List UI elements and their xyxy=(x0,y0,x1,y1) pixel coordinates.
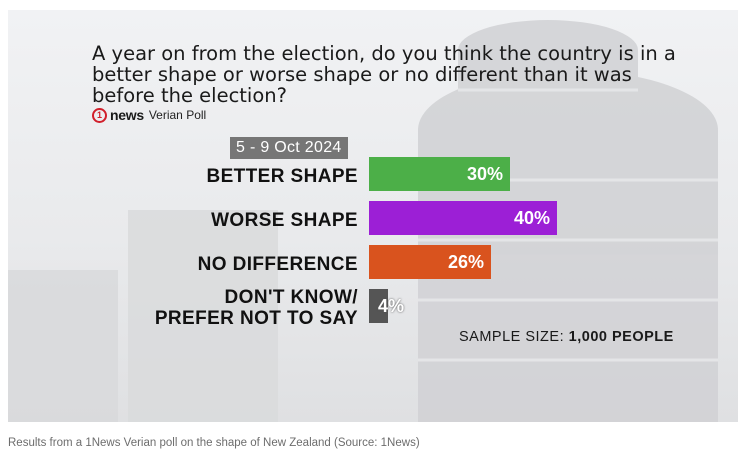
image-caption: Results from a 1News Verian poll on the … xyxy=(8,437,420,449)
category-label-line: BETTER SHAPE xyxy=(206,165,358,187)
bar: 26% xyxy=(369,245,491,279)
brand-logo: 1 news Verian Poll xyxy=(92,107,206,123)
bar-value-label: 30% xyxy=(466,163,503,184)
background-building-image xyxy=(8,20,718,422)
bar: 40% xyxy=(369,201,557,235)
sample-size-annotation: SAMPLE SIZE: 1,000 PEOPLE xyxy=(459,329,674,345)
category-label: NO DIFFERENCE xyxy=(198,254,358,275)
category-label-line: DON'T KNOW/ xyxy=(224,287,358,308)
bar: 30% xyxy=(369,157,510,191)
sample-size-value: 1,000 PEOPLE xyxy=(568,329,674,345)
category-label-line: WORSE SHAPE xyxy=(211,209,358,231)
chart-title: A year on from the election, do you thin… xyxy=(92,42,676,107)
brand-logo-news: news xyxy=(110,107,144,123)
category-label: WORSE SHAPE xyxy=(211,210,358,231)
bar: 4% xyxy=(369,289,404,323)
bar-value-label: 4% xyxy=(377,295,404,316)
bar-value-label: 26% xyxy=(447,251,484,272)
category-label: DON'T KNOW/PREFER NOT TO SAY xyxy=(155,287,358,329)
category-label-line: PREFER NOT TO SAY xyxy=(154,308,358,329)
category-label-line: NO DIFFERENCE xyxy=(197,253,358,275)
category-label: BETTER SHAPE xyxy=(206,166,358,187)
bar-value-label: 40% xyxy=(513,207,550,228)
brand-logo-one-icon: 1 xyxy=(92,107,107,123)
chart-panel: A year on from the election, do you thin… xyxy=(8,10,738,422)
brand-poll-name: Verian Poll xyxy=(148,108,207,122)
date-range-badge: 5 - 9 Oct 2024 xyxy=(230,137,348,159)
sample-size-label: SAMPLE SIZE: xyxy=(459,329,565,345)
